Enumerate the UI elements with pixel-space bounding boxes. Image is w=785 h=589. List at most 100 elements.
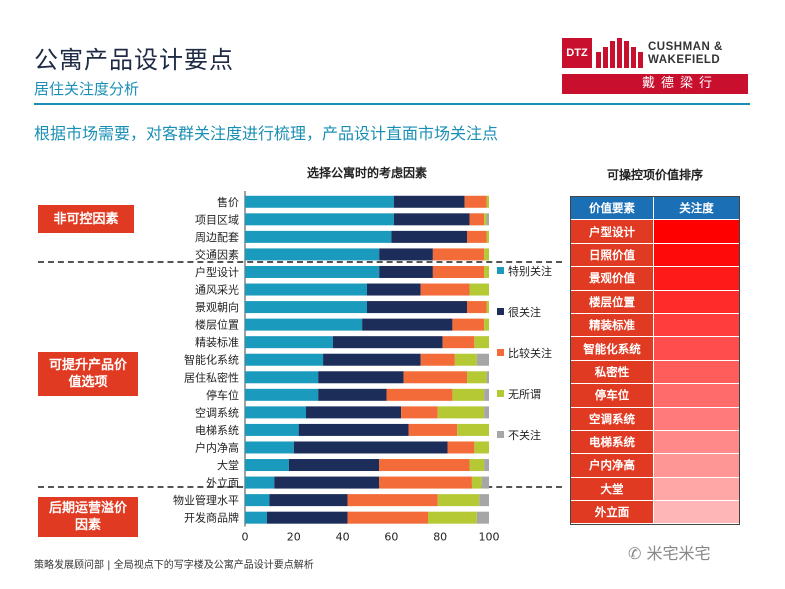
bar-segment xyxy=(467,230,487,243)
bar-segment xyxy=(386,388,453,401)
chart-title: 选择公寓时的考虑因素 xyxy=(307,165,427,180)
ranking-row: 智能化系统 xyxy=(571,337,739,361)
building-icon xyxy=(596,38,643,68)
bar-segment xyxy=(393,213,470,226)
ranking-row: 楼层位置 xyxy=(571,290,739,314)
footer-text: 策略发展顾问部 | 全局视点下的写字楼及公寓产品设计要点解析 xyxy=(34,560,314,571)
bar-segment xyxy=(486,371,489,384)
category-label: 居住私密性 xyxy=(184,370,239,384)
bar-segment xyxy=(401,406,438,419)
bar-segment xyxy=(486,195,489,208)
header-rule xyxy=(34,103,750,105)
ranking-row: 户型设计 xyxy=(571,220,739,244)
category-label: 智能化系统 xyxy=(184,353,239,367)
legend-swatch xyxy=(497,431,504,438)
bar-segment xyxy=(420,353,455,366)
bar-segment xyxy=(393,195,465,208)
ranking-row: 停车位 xyxy=(571,384,739,408)
divider-dashed-top xyxy=(38,261,562,263)
ranking-body: 户型设计 日照价值 景观价值 楼层位置 精装标准 智能化系统 私密性 停车位 空调系统 电梯系统户… xyxy=(571,220,739,525)
logo-dtz-mark: DTZ xyxy=(562,38,592,68)
ranking-factor-label: 大堂 xyxy=(571,477,653,501)
ranking-attention-cell xyxy=(653,384,739,407)
ranking-attention-cell xyxy=(653,290,739,313)
bar-segment xyxy=(484,318,489,331)
legend-swatch xyxy=(497,390,504,397)
bar-segment xyxy=(452,388,485,401)
ranking-factor-label: 景观价值 xyxy=(571,267,653,290)
ranking-factor-label: 楼层位置 xyxy=(571,290,653,313)
bar-segment xyxy=(476,353,489,366)
x-tick-label: 60 xyxy=(384,530,398,543)
ranking-factor-label: 电梯系统 xyxy=(571,430,653,454)
category-label: 电梯系统 xyxy=(195,424,239,437)
category-label: 精装标准 xyxy=(195,335,239,349)
legend-swatch xyxy=(497,267,504,274)
ranking-row: 景观价值 xyxy=(571,267,739,291)
ranking-attention-cell xyxy=(653,454,739,477)
category-label: 户型设计 xyxy=(195,265,239,279)
ranking-attention-cell xyxy=(653,243,739,267)
ranking-attention-cell xyxy=(653,501,739,524)
ranking-table: 价值要素 关注度 户型设计 日照价值 景观价值 楼层位置 精装标准 智能化系统 私密性 停车位… xyxy=(570,196,740,526)
category-label: 周边配套 xyxy=(195,231,239,244)
slide-subtitle: 居住关注度分析 xyxy=(34,80,140,98)
category-label: 大堂 xyxy=(217,458,239,472)
bar-segment xyxy=(245,459,289,472)
bar-segment xyxy=(245,318,363,331)
bar-segment xyxy=(437,406,485,419)
bar-segment xyxy=(323,353,421,366)
bar-segment xyxy=(484,213,487,226)
bar-segment xyxy=(318,388,387,401)
company-logo: DTZ CUSHMAN & WAKEFIELD 戴德梁行 xyxy=(562,38,752,96)
category-label: 开发商品牌 xyxy=(184,511,239,525)
category-label: 外立面 xyxy=(206,476,239,490)
bar-segment xyxy=(245,230,392,243)
category-label: 户内净高 xyxy=(195,440,239,454)
ranking-factor-label: 停车位 xyxy=(571,384,653,407)
category-label: 售价 xyxy=(217,195,239,209)
ranking-factor-label: 外立面 xyxy=(571,501,653,524)
bar-segment xyxy=(391,230,468,243)
legend-swatch xyxy=(497,308,504,315)
bar-segment xyxy=(245,423,299,436)
ranking-col-factor: 价值要素 xyxy=(589,201,635,216)
bar-segment xyxy=(367,283,421,296)
bar-segment xyxy=(245,353,324,366)
bar-segment xyxy=(245,494,270,507)
legend-label: 很关注 xyxy=(508,305,541,319)
x-tick-label: 0 xyxy=(242,530,249,543)
bar-segment xyxy=(379,248,433,261)
category-uncontrollable: 非可控因素 xyxy=(38,205,134,233)
ranking-factor-label: 户型设计 xyxy=(571,220,653,243)
ranking-factor-label: 日照价值 xyxy=(571,243,653,267)
bar-segment xyxy=(318,371,404,384)
bar-segment xyxy=(245,301,367,314)
x-tick-label: 80 xyxy=(433,530,447,543)
bar-segment xyxy=(245,511,267,524)
legend-label: 不关注 xyxy=(508,428,541,442)
slide-title: 公寓产品设计要点 xyxy=(34,46,234,74)
bar-segment xyxy=(269,494,348,507)
ranking-row: 空调系统 xyxy=(571,407,739,431)
bar-segment xyxy=(457,423,489,436)
bar-segment xyxy=(347,511,428,524)
bar-segment xyxy=(486,230,489,243)
bar-segment xyxy=(481,476,489,489)
bar-segment xyxy=(403,371,468,384)
bar-segment xyxy=(479,494,489,507)
bar-segment xyxy=(486,301,489,314)
bar-segment xyxy=(469,459,485,472)
category-label: 停车位 xyxy=(206,388,239,402)
bar-segment xyxy=(464,195,487,208)
bar-segment xyxy=(484,406,489,419)
category-label: 交通因素 xyxy=(195,247,239,261)
ranking-header-row: 价值要素 关注度 xyxy=(571,197,739,221)
ranking-attention-cell xyxy=(653,313,739,337)
ranking-factor-label: 私密性 xyxy=(571,360,653,384)
x-tick-label: 40 xyxy=(336,530,350,543)
ranking-factor-label: 空调系统 xyxy=(571,407,653,430)
ranking-title: 可操控项价值排序 xyxy=(606,168,703,182)
category-label: 空调系统 xyxy=(195,405,239,419)
category-label: 项目区域 xyxy=(195,213,239,226)
